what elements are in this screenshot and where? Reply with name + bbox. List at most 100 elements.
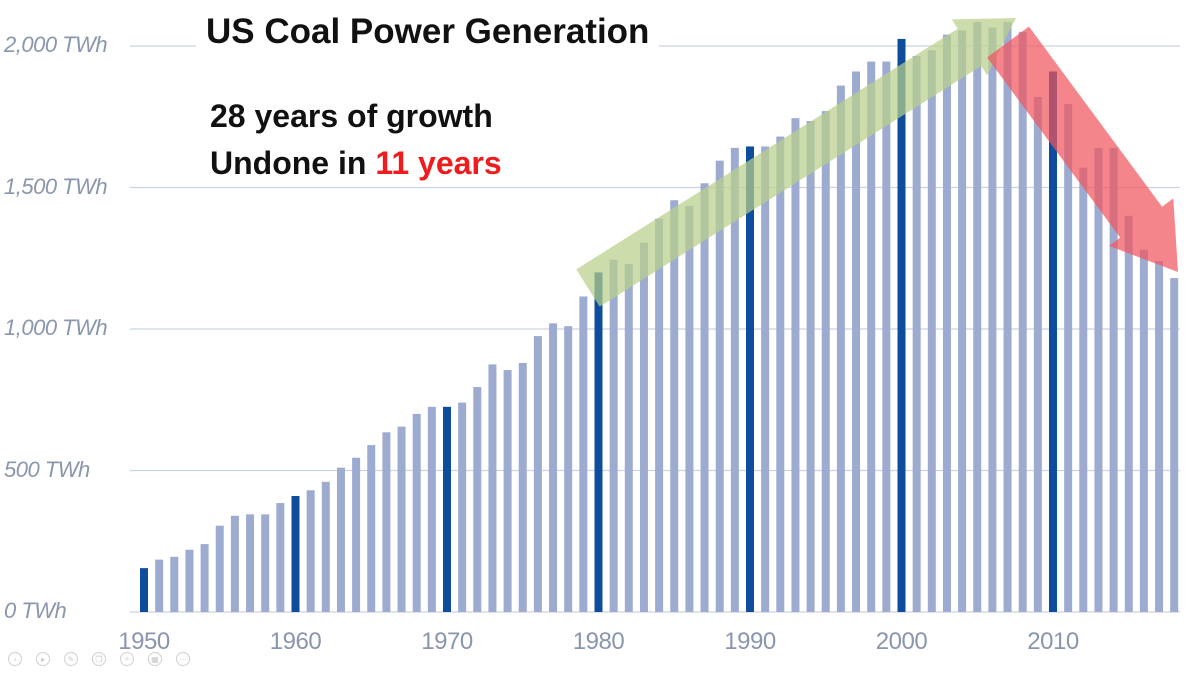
subtitle-icon[interactable]: ▦ [148, 652, 162, 666]
bar-1990 [746, 146, 754, 612]
bar-2013 [1094, 147, 1103, 612]
zoom-icon[interactable]: ⌕ [120, 652, 134, 666]
bar-1954 [200, 544, 209, 612]
bar-1993 [791, 118, 800, 612]
x-tick-label: 1990 [724, 628, 776, 655]
bar-1952 [170, 556, 179, 612]
bar-1996 [836, 85, 845, 613]
x-tick-label: 1970 [421, 628, 473, 655]
bar-2015 [1124, 215, 1133, 613]
growth-arrow [576, 18, 1016, 307]
bar-1979 [579, 296, 588, 612]
bar-1970 [443, 406, 451, 612]
bar-2000 [897, 38, 906, 613]
annotation-highlight: 11 years [375, 145, 502, 181]
bar-2016 [1139, 249, 1148, 612]
annotation-line-1: 28 years of growth [210, 98, 493, 134]
bar-2001 [912, 55, 921, 612]
bar-1950 [140, 568, 148, 612]
bar-1984 [655, 218, 664, 612]
x-tick-label: 1950 [118, 628, 170, 655]
bar-1974 [503, 370, 512, 612]
bar-1967 [397, 426, 406, 612]
chart-title: US Coal Power Generation [196, 8, 660, 56]
bar-1972 [473, 387, 482, 612]
bar-2012 [1079, 167, 1088, 612]
x-tick-label: 1980 [572, 628, 625, 655]
bar-1982 [624, 263, 633, 612]
slideshow-controls: ‹ ▸ ✎ ❐ ⌕ ▦ ⋯ [8, 652, 190, 666]
bar-1951 [155, 559, 164, 612]
bar-1976 [533, 336, 542, 612]
x-tick-label: 1960 [269, 628, 322, 655]
bar-2009 [1033, 96, 1042, 612]
decline-arrow [987, 26, 1178, 272]
bar-1980 [594, 272, 603, 612]
bar-1953 [185, 549, 194, 612]
bar-2006 [988, 27, 997, 613]
back-icon[interactable]: ‹ [8, 652, 22, 666]
bar-2017 [1155, 261, 1164, 612]
bar-2014 [1109, 147, 1118, 612]
bar-1971 [458, 402, 467, 612]
bar-2018 [1170, 278, 1179, 612]
y-tick-label: 0 TWh [4, 598, 67, 623]
bar-2007 [1003, 21, 1012, 612]
bar-1981 [609, 259, 618, 612]
bar-2003 [942, 34, 951, 613]
bar-1983 [639, 242, 648, 612]
bar-1960 [291, 495, 300, 612]
bar-1987 [700, 183, 709, 612]
bar-1965 [367, 445, 376, 612]
bar-1955 [215, 525, 224, 612]
bar-1969 [427, 406, 436, 612]
bar-1994 [806, 120, 815, 613]
bar-2011 [1064, 104, 1073, 612]
bar-1957 [246, 514, 255, 612]
x-tick-label: 2010 [1027, 628, 1079, 655]
bar-1998 [867, 61, 876, 612]
bar-2002 [927, 50, 936, 613]
y-tick-label: 500 TWh [4, 456, 90, 482]
bar-2005 [973, 21, 982, 612]
bar-1985 [670, 200, 679, 613]
bar-1956 [230, 515, 239, 612]
bar-1992 [776, 136, 785, 612]
bar-1977 [549, 323, 558, 612]
bar-1978 [564, 326, 573, 612]
bar-1968 [412, 413, 421, 612]
bar-1962 [321, 481, 330, 612]
y-tick-label: 1,000 TWh [4, 315, 108, 340]
bar-1959 [276, 503, 285, 612]
bar-2004 [958, 30, 967, 613]
annotation-line-2: Undone in 11 years [210, 145, 502, 182]
annotation-prefix: Undone in [210, 145, 376, 181]
bar-1997 [852, 71, 861, 613]
x-tick-label: 2000 [875, 628, 928, 655]
bar-1988 [715, 160, 724, 613]
pen-icon[interactable]: ✎ [64, 652, 78, 666]
bar-1964 [352, 457, 361, 612]
y-tick-label: 2,000 TWh [4, 32, 108, 57]
trend-arrows [576, 18, 1178, 307]
bar-1995 [821, 111, 830, 612]
bar-1991 [761, 146, 770, 612]
bar-1958 [261, 514, 270, 612]
bars [140, 21, 1179, 613]
bar-2010 [1049, 71, 1057, 613]
copy-icon[interactable]: ❐ [92, 652, 106, 666]
bar-1975 [518, 362, 527, 612]
more-icon[interactable]: ⋯ [176, 652, 190, 666]
y-tick-label: 1,500 TWh [4, 173, 108, 199]
bar-1973 [488, 364, 497, 612]
play-icon[interactable]: ▸ [36, 652, 50, 666]
bar-1966 [382, 432, 391, 612]
bar-2008 [1018, 31, 1027, 613]
bar-1989 [730, 147, 739, 612]
bar-1961 [306, 490, 315, 612]
bar-1986 [685, 205, 694, 612]
bar-1999 [882, 61, 891, 612]
bar-1963 [336, 467, 345, 612]
